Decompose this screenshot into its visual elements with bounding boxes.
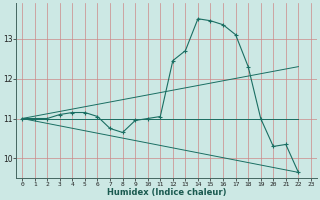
X-axis label: Humidex (Indice chaleur): Humidex (Indice chaleur) [107, 188, 226, 197]
